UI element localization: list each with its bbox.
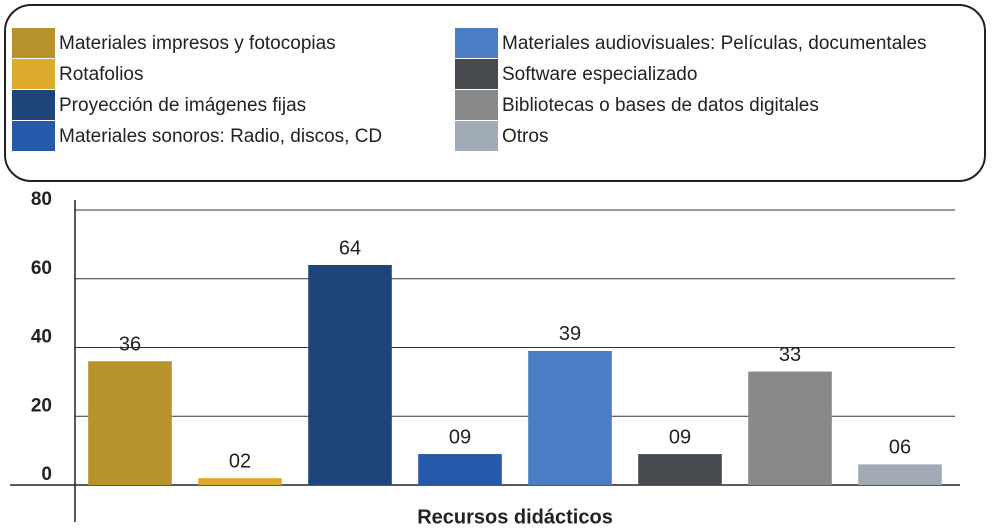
y-tick-label: 60 (31, 258, 52, 279)
bar (748, 371, 832, 485)
data-label: 64 (339, 237, 361, 259)
y-tick-label: 40 (31, 327, 52, 348)
legend-label: Bibliotecas o bases de datos digitales (502, 95, 819, 116)
bar (418, 454, 502, 485)
legend-label: Software especializado (502, 64, 697, 85)
y-tick-label: 20 (31, 395, 52, 416)
legend-swatch (12, 59, 55, 89)
legend-label: Proyección de imágenes fijas (59, 95, 306, 116)
legend-label: Materiales audiovisuales: Películas, doc… (502, 33, 927, 54)
legend-label: Otros (502, 126, 548, 147)
data-label: 09 (669, 426, 691, 448)
data-label: 09 (449, 426, 471, 448)
legend-swatch (455, 121, 498, 151)
y-tick-label: 0 (41, 464, 52, 485)
bar (638, 454, 722, 485)
data-label: 06 (889, 437, 911, 459)
x-axis-label: Recursos didácticos (417, 506, 613, 528)
legend-swatch (12, 121, 55, 151)
bar (88, 361, 172, 485)
data-label: 39 (559, 323, 581, 345)
bar (858, 464, 942, 485)
data-label: 33 (779, 344, 801, 366)
legend-swatch (455, 28, 498, 58)
legend-swatch (455, 90, 498, 120)
legend-swatch (12, 28, 55, 58)
y-tick-label: 80 (31, 189, 52, 210)
data-label: 02 (229, 450, 251, 472)
legend-box (4, 4, 986, 182)
legend-swatch (12, 90, 55, 120)
bar (198, 478, 282, 485)
legend-label: Materiales impresos y fotocopias (59, 33, 336, 54)
bar (528, 350, 612, 485)
bar (308, 265, 392, 485)
legend-label: Rotafolios (59, 64, 144, 85)
data-label: 36 (119, 334, 141, 356)
legend-label: Materiales sonoros: Radio, discos, CD (59, 126, 382, 147)
legend-swatch (455, 59, 498, 89)
